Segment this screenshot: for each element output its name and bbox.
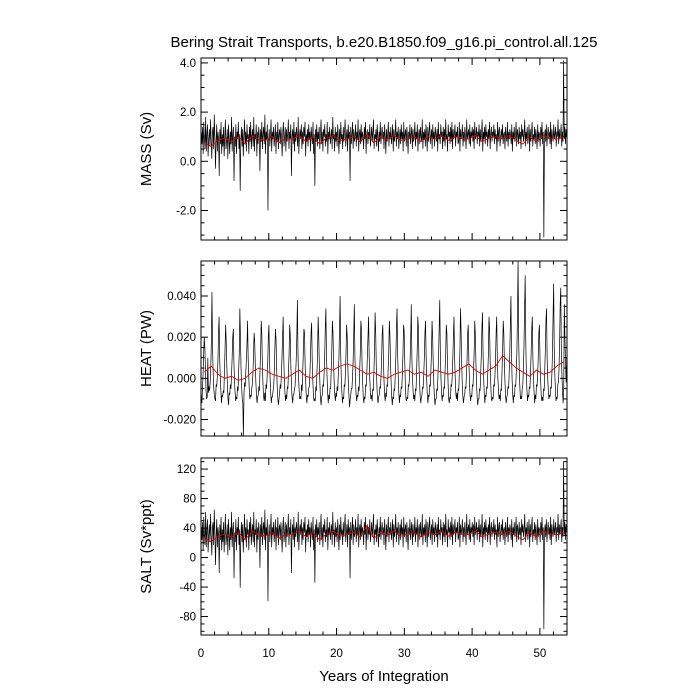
x-axis: 0 10 20 30 40 50 — [198, 648, 546, 660]
heat-y-tick-label: 0.040 — [167, 291, 196, 303]
x-axis-label: Years of Integration — [319, 668, 449, 685]
salt-y-tick-label: 120 — [177, 464, 196, 476]
heat-y-tick-label: 0.000 — [167, 373, 196, 385]
x-tick-label: 20 — [330, 648, 343, 660]
heat-monthly-series-line — [201, 261, 567, 436]
panel-salt: 120 80 40 0 -40 -80 SALT (Sv*ppt) — [138, 457, 568, 636]
x-tick-label: 0 — [198, 648, 204, 660]
x-tick-label: 50 — [533, 648, 546, 660]
heat-y-axis-label: HEAT (PW) — [138, 310, 155, 387]
heat-annual-series-line — [204, 355, 564, 381]
chart-title: Bering Strait Transports, b.e20.B1850.f0… — [171, 34, 598, 51]
salt-y-tick-label: 0 — [190, 553, 196, 565]
x-tick-label: 40 — [466, 648, 479, 660]
heat-y-tick-label: -0.020 — [163, 415, 196, 427]
salt-panel-frame — [200, 457, 568, 636]
x-tick-label: 10 — [262, 648, 275, 660]
mass-annual-series-line — [204, 133, 564, 148]
salt-y-tick-label: -40 — [179, 582, 196, 594]
mass-y-tick-label: -2.0 — [176, 205, 196, 217]
salt-y-axis-label: SALT (Sv*ppt) — [138, 499, 155, 593]
mass-y-tick-label: 2.0 — [180, 107, 196, 119]
x-tick-label: 30 — [398, 648, 411, 660]
salt-y-tick-label: 40 — [183, 523, 196, 535]
mass-monthly-series-line — [201, 60, 567, 238]
mass-y-axis-label: MASS (Sv) — [138, 112, 155, 186]
panels: 4.0 2.0 0.0 -2.0 MASS (Sv) 0.040 0.020 0.000 -0.… — [138, 57, 568, 636]
salt-annual-series-line — [204, 524, 564, 543]
mass-y-tick-label: 0.0 — [180, 156, 196, 168]
salt-y-tick-label: -80 — [179, 612, 196, 624]
mass-y-tick-label: 4.0 — [180, 58, 196, 70]
salt-monthly-series-line — [201, 460, 567, 630]
salt-y-tick-label: 80 — [183, 494, 196, 506]
panel-mass: 4.0 2.0 0.0 -2.0 MASS (Sv) — [138, 57, 568, 241]
panel-heat: 0.040 0.020 0.000 -0.020 HEAT (PW) — [138, 260, 568, 437]
heat-y-tick-label: 0.020 — [167, 332, 196, 344]
heat-panel-frame — [200, 260, 568, 437]
